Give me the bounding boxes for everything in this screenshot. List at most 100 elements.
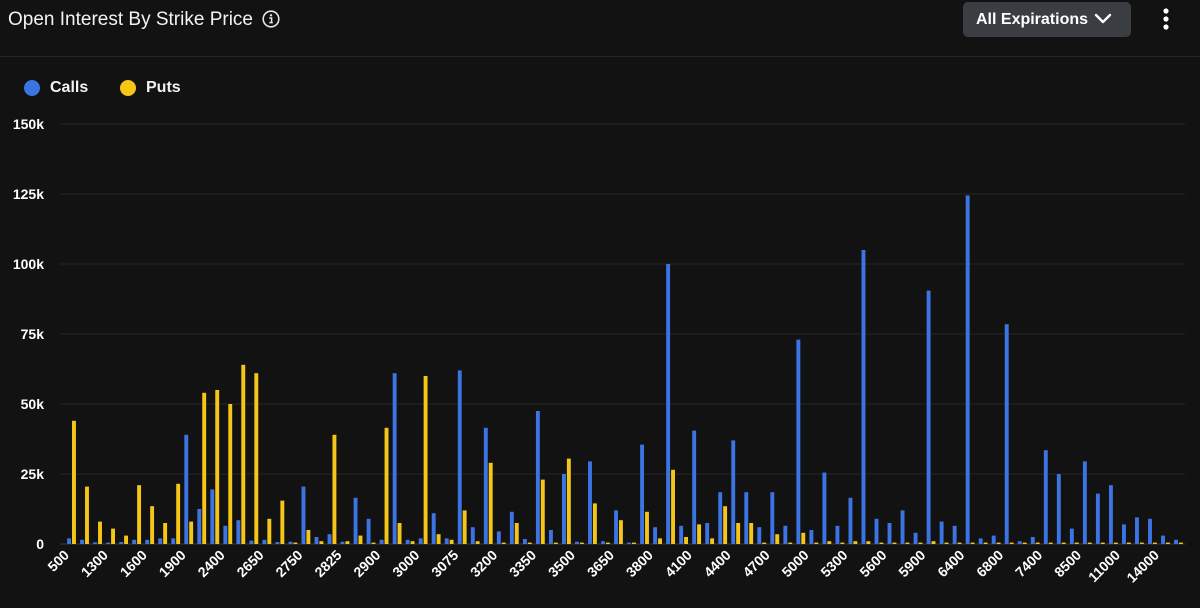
- bar-chart: 0 25k 50k 75k 100k 125k 150k 500 1300 1600 1900 240…: [13, 116, 1185, 586]
- puts-bar: [293, 542, 298, 544]
- puts-bar: [163, 523, 168, 544]
- more-vertical-icon[interactable]: [1156, 6, 1176, 34]
- calls-bar: [718, 492, 723, 544]
- calls-bar: [939, 521, 944, 544]
- puts-bar: [228, 404, 233, 544]
- calls-bar: [913, 532, 918, 544]
- calls-bar: [80, 539, 85, 544]
- calls-bar: [991, 535, 996, 544]
- x-tick-label: 5000: [778, 547, 811, 580]
- calls-bar: [822, 472, 827, 544]
- chevron-down-icon: [1094, 12, 1112, 31]
- puts-bar: [931, 541, 936, 544]
- x-tick-label: 3650: [584, 547, 617, 580]
- calls-bar: [926, 290, 931, 544]
- x-tick-label: 3800: [623, 547, 656, 580]
- puts-bar: [814, 542, 819, 544]
- calls-bar: [535, 411, 540, 544]
- calls-bar: [158, 538, 163, 544]
- calls-bar: [601, 541, 605, 544]
- y-tick-label: 0: [36, 536, 44, 552]
- calls-bar: [405, 539, 410, 544]
- expirations-dropdown[interactable]: All Expirations: [963, 2, 1131, 37]
- x-tick-label: 1600: [117, 547, 150, 580]
- x-tick-label: 2650: [233, 547, 266, 580]
- x-tick-label: 500: [44, 547, 72, 575]
- puts-bar: [618, 520, 623, 544]
- calls-bar: [1056, 474, 1061, 544]
- legend-item-puts[interactable]: Puts: [120, 79, 181, 97]
- puts-bar: [736, 523, 741, 544]
- puts-bar: [788, 542, 793, 544]
- calls-bar: [431, 513, 436, 544]
- puts-bar: [540, 479, 545, 544]
- puts-bar: [241, 364, 246, 544]
- legend-swatch-puts: [120, 80, 136, 96]
- puts-bar: [215, 390, 220, 544]
- puts-bar: [371, 542, 376, 544]
- puts-bar: [710, 538, 715, 544]
- calls-bar: [418, 538, 423, 544]
- calls-bar: [640, 444, 645, 544]
- puts-bar: [306, 530, 311, 544]
- calls-bar: [809, 530, 814, 544]
- calls-bar: [887, 523, 892, 544]
- puts-bar: [905, 542, 910, 544]
- calls-bar: [744, 492, 749, 544]
- calls-bar: [314, 537, 319, 544]
- puts-bar: [1139, 542, 1144, 544]
- puts-bar: [72, 420, 76, 544]
- y-tick-label: 50k: [21, 396, 45, 412]
- x-tick-label: 6400: [934, 547, 967, 580]
- x-tick-label: 2825: [311, 547, 344, 580]
- calls-bar: [1017, 541, 1022, 544]
- chart-header: Open Interest By Strike Price All Expira…: [0, 0, 1200, 57]
- puts-bar: [892, 542, 897, 544]
- x-tick-label: 1300: [78, 547, 111, 580]
- puts-bar: [488, 462, 493, 544]
- puts-bar: [189, 521, 194, 544]
- calls-bar: [1069, 528, 1074, 544]
- x-tick-label: 3350: [506, 547, 539, 580]
- info-icon[interactable]: [262, 10, 280, 28]
- calls-bar: [210, 489, 215, 544]
- puts-bar: [397, 523, 402, 544]
- calls-bar: [379, 539, 384, 544]
- calls-bar: [106, 542, 111, 544]
- puts-bar: [1113, 542, 1118, 544]
- calls-bar: [548, 530, 553, 544]
- puts-bar: [645, 511, 649, 544]
- calls-bar: [197, 509, 202, 544]
- calls-bar: [327, 534, 332, 544]
- calls-bar: [1121, 524, 1126, 544]
- calls-bar: [796, 339, 801, 544]
- calls-bar: [392, 373, 397, 544]
- puts-bar: [944, 542, 949, 544]
- puts-bar: [801, 532, 806, 544]
- calls-bar: [470, 527, 475, 544]
- puts-bar: [410, 541, 415, 544]
- puts-bar: [632, 542, 636, 544]
- x-tick-label: 4400: [701, 547, 734, 580]
- legend-item-calls[interactable]: Calls: [24, 79, 88, 97]
- calls-bar: [184, 434, 189, 544]
- calls-bar: [1161, 535, 1165, 544]
- calls-bar: [366, 518, 371, 544]
- calls-bar: [692, 430, 697, 544]
- puts-bar: [1061, 542, 1066, 544]
- legend-swatch-calls: [24, 80, 40, 96]
- puts-bar: [1048, 542, 1053, 544]
- puts-bar: [1126, 542, 1131, 544]
- puts-bar: [514, 523, 519, 544]
- puts-bar: [501, 542, 506, 544]
- puts-bar: [176, 483, 181, 544]
- x-tick-label: 14000: [1123, 547, 1162, 586]
- puts-bar: [449, 539, 454, 544]
- puts-bar: [332, 434, 337, 544]
- puts-bar: [150, 506, 155, 544]
- calls-bar: [1148, 518, 1152, 544]
- puts-bar: [918, 542, 923, 544]
- calls-bar: [978, 538, 983, 544]
- puts-bar: [462, 510, 467, 544]
- x-tick-label: 11000: [1085, 547, 1123, 585]
